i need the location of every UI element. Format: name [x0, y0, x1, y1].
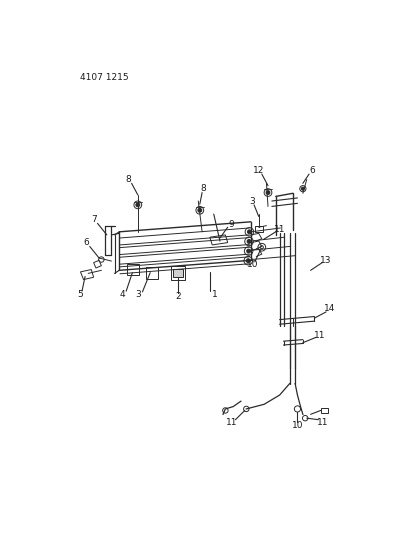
- Circle shape: [245, 228, 254, 236]
- Circle shape: [302, 187, 304, 190]
- Text: 4107 1215: 4107 1215: [80, 74, 129, 82]
- Circle shape: [264, 189, 272, 196]
- Text: 10: 10: [247, 261, 258, 269]
- Text: 9: 9: [228, 220, 234, 229]
- Circle shape: [245, 237, 253, 246]
- Bar: [127, 264, 139, 275]
- Circle shape: [134, 201, 142, 209]
- Bar: [255, 225, 263, 232]
- Bar: [171, 266, 185, 280]
- Text: 3: 3: [136, 290, 142, 300]
- Text: 11: 11: [226, 418, 237, 427]
- Circle shape: [247, 249, 251, 253]
- Circle shape: [99, 257, 104, 262]
- Circle shape: [260, 246, 263, 249]
- Text: 5: 5: [77, 290, 82, 300]
- Text: 11: 11: [317, 417, 328, 426]
- Text: 6: 6: [309, 166, 315, 175]
- Text: 7: 7: [91, 215, 97, 224]
- Text: 12: 12: [253, 166, 264, 175]
- Circle shape: [246, 259, 250, 263]
- Circle shape: [198, 208, 202, 212]
- Text: 2: 2: [176, 292, 182, 301]
- Circle shape: [244, 247, 253, 255]
- Circle shape: [258, 244, 266, 251]
- Text: 11: 11: [314, 330, 326, 340]
- Circle shape: [294, 406, 301, 412]
- Circle shape: [244, 256, 253, 265]
- Circle shape: [247, 239, 251, 244]
- Circle shape: [244, 406, 249, 411]
- Text: 14: 14: [324, 304, 336, 313]
- Circle shape: [302, 415, 308, 421]
- Text: 8: 8: [201, 184, 206, 193]
- Text: 10: 10: [292, 421, 303, 430]
- Text: 3: 3: [250, 197, 255, 206]
- Circle shape: [248, 230, 251, 234]
- Text: 4: 4: [120, 290, 125, 298]
- Circle shape: [266, 191, 270, 195]
- Circle shape: [136, 203, 140, 207]
- Text: 11: 11: [274, 225, 285, 234]
- Circle shape: [223, 408, 228, 413]
- Circle shape: [300, 185, 306, 192]
- Circle shape: [196, 206, 204, 214]
- Bar: [146, 267, 158, 279]
- Text: 6: 6: [84, 238, 89, 247]
- Text: 1: 1: [212, 290, 218, 300]
- Bar: [173, 269, 183, 277]
- Bar: [321, 408, 328, 413]
- Text: 13: 13: [320, 256, 332, 265]
- Text: 8: 8: [126, 175, 131, 184]
